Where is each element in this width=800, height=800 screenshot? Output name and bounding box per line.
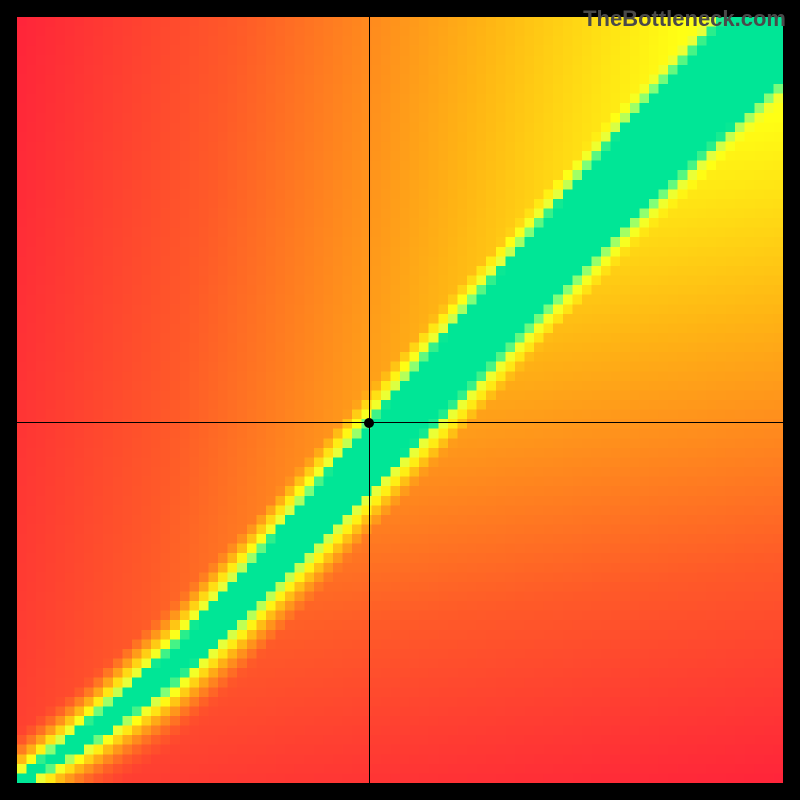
chart-container: TheBottleneck.com — [0, 0, 800, 800]
bottleneck-heatmap — [17, 17, 783, 783]
